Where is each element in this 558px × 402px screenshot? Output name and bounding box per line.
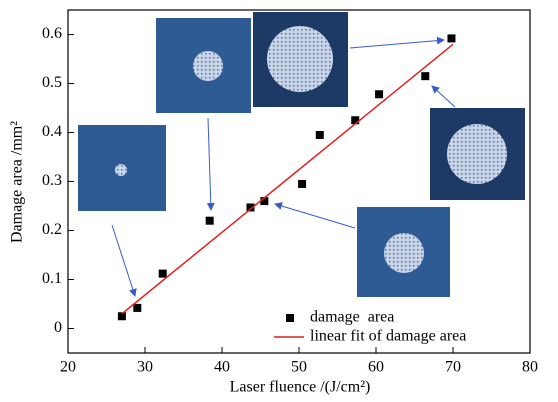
fit-line [121,43,454,315]
y-tick-label: 0.2 [42,221,62,238]
y-axis-title: Damage area /mm² [9,121,26,243]
y-tick-label: 0.4 [42,123,62,140]
x-tick-label: 70 [445,359,461,376]
point [133,303,142,312]
y-tick-label: 0.3 [42,172,62,189]
inset-spot [384,233,424,273]
x-axis-title: Laser fluence /(J/cm²) [230,379,371,396]
point [315,130,324,139]
point [117,312,126,321]
inset-spot [267,26,333,92]
x-tick-label: 40 [214,359,230,376]
insets [78,12,525,297]
y-tick-label: 0.1 [42,270,62,287]
legend-label: linear fit of damage area [310,328,466,345]
legend-label: damage area [310,309,394,326]
x-tick-label: 50 [291,359,307,376]
inset-spot [115,164,127,176]
x-tick-label: 20 [60,359,76,376]
y-tick-label: 0 [54,319,62,336]
inset-spot [447,124,507,184]
x-tick-label: 80 [522,359,538,376]
point [351,116,360,125]
legend-marker [286,314,294,322]
point [246,203,255,212]
x-tick-label: 60 [368,359,384,376]
point [260,197,269,206]
point [447,34,456,43]
point [158,269,167,278]
arrows [111,36,456,297]
point [421,72,430,81]
inset-spot [193,51,223,81]
x-tick-label: 30 [137,359,153,376]
y-tick-label: 0.6 [42,25,62,42]
point [205,216,214,225]
point [375,90,384,99]
point [298,179,307,188]
y-tick-label: 0.5 [42,74,62,91]
